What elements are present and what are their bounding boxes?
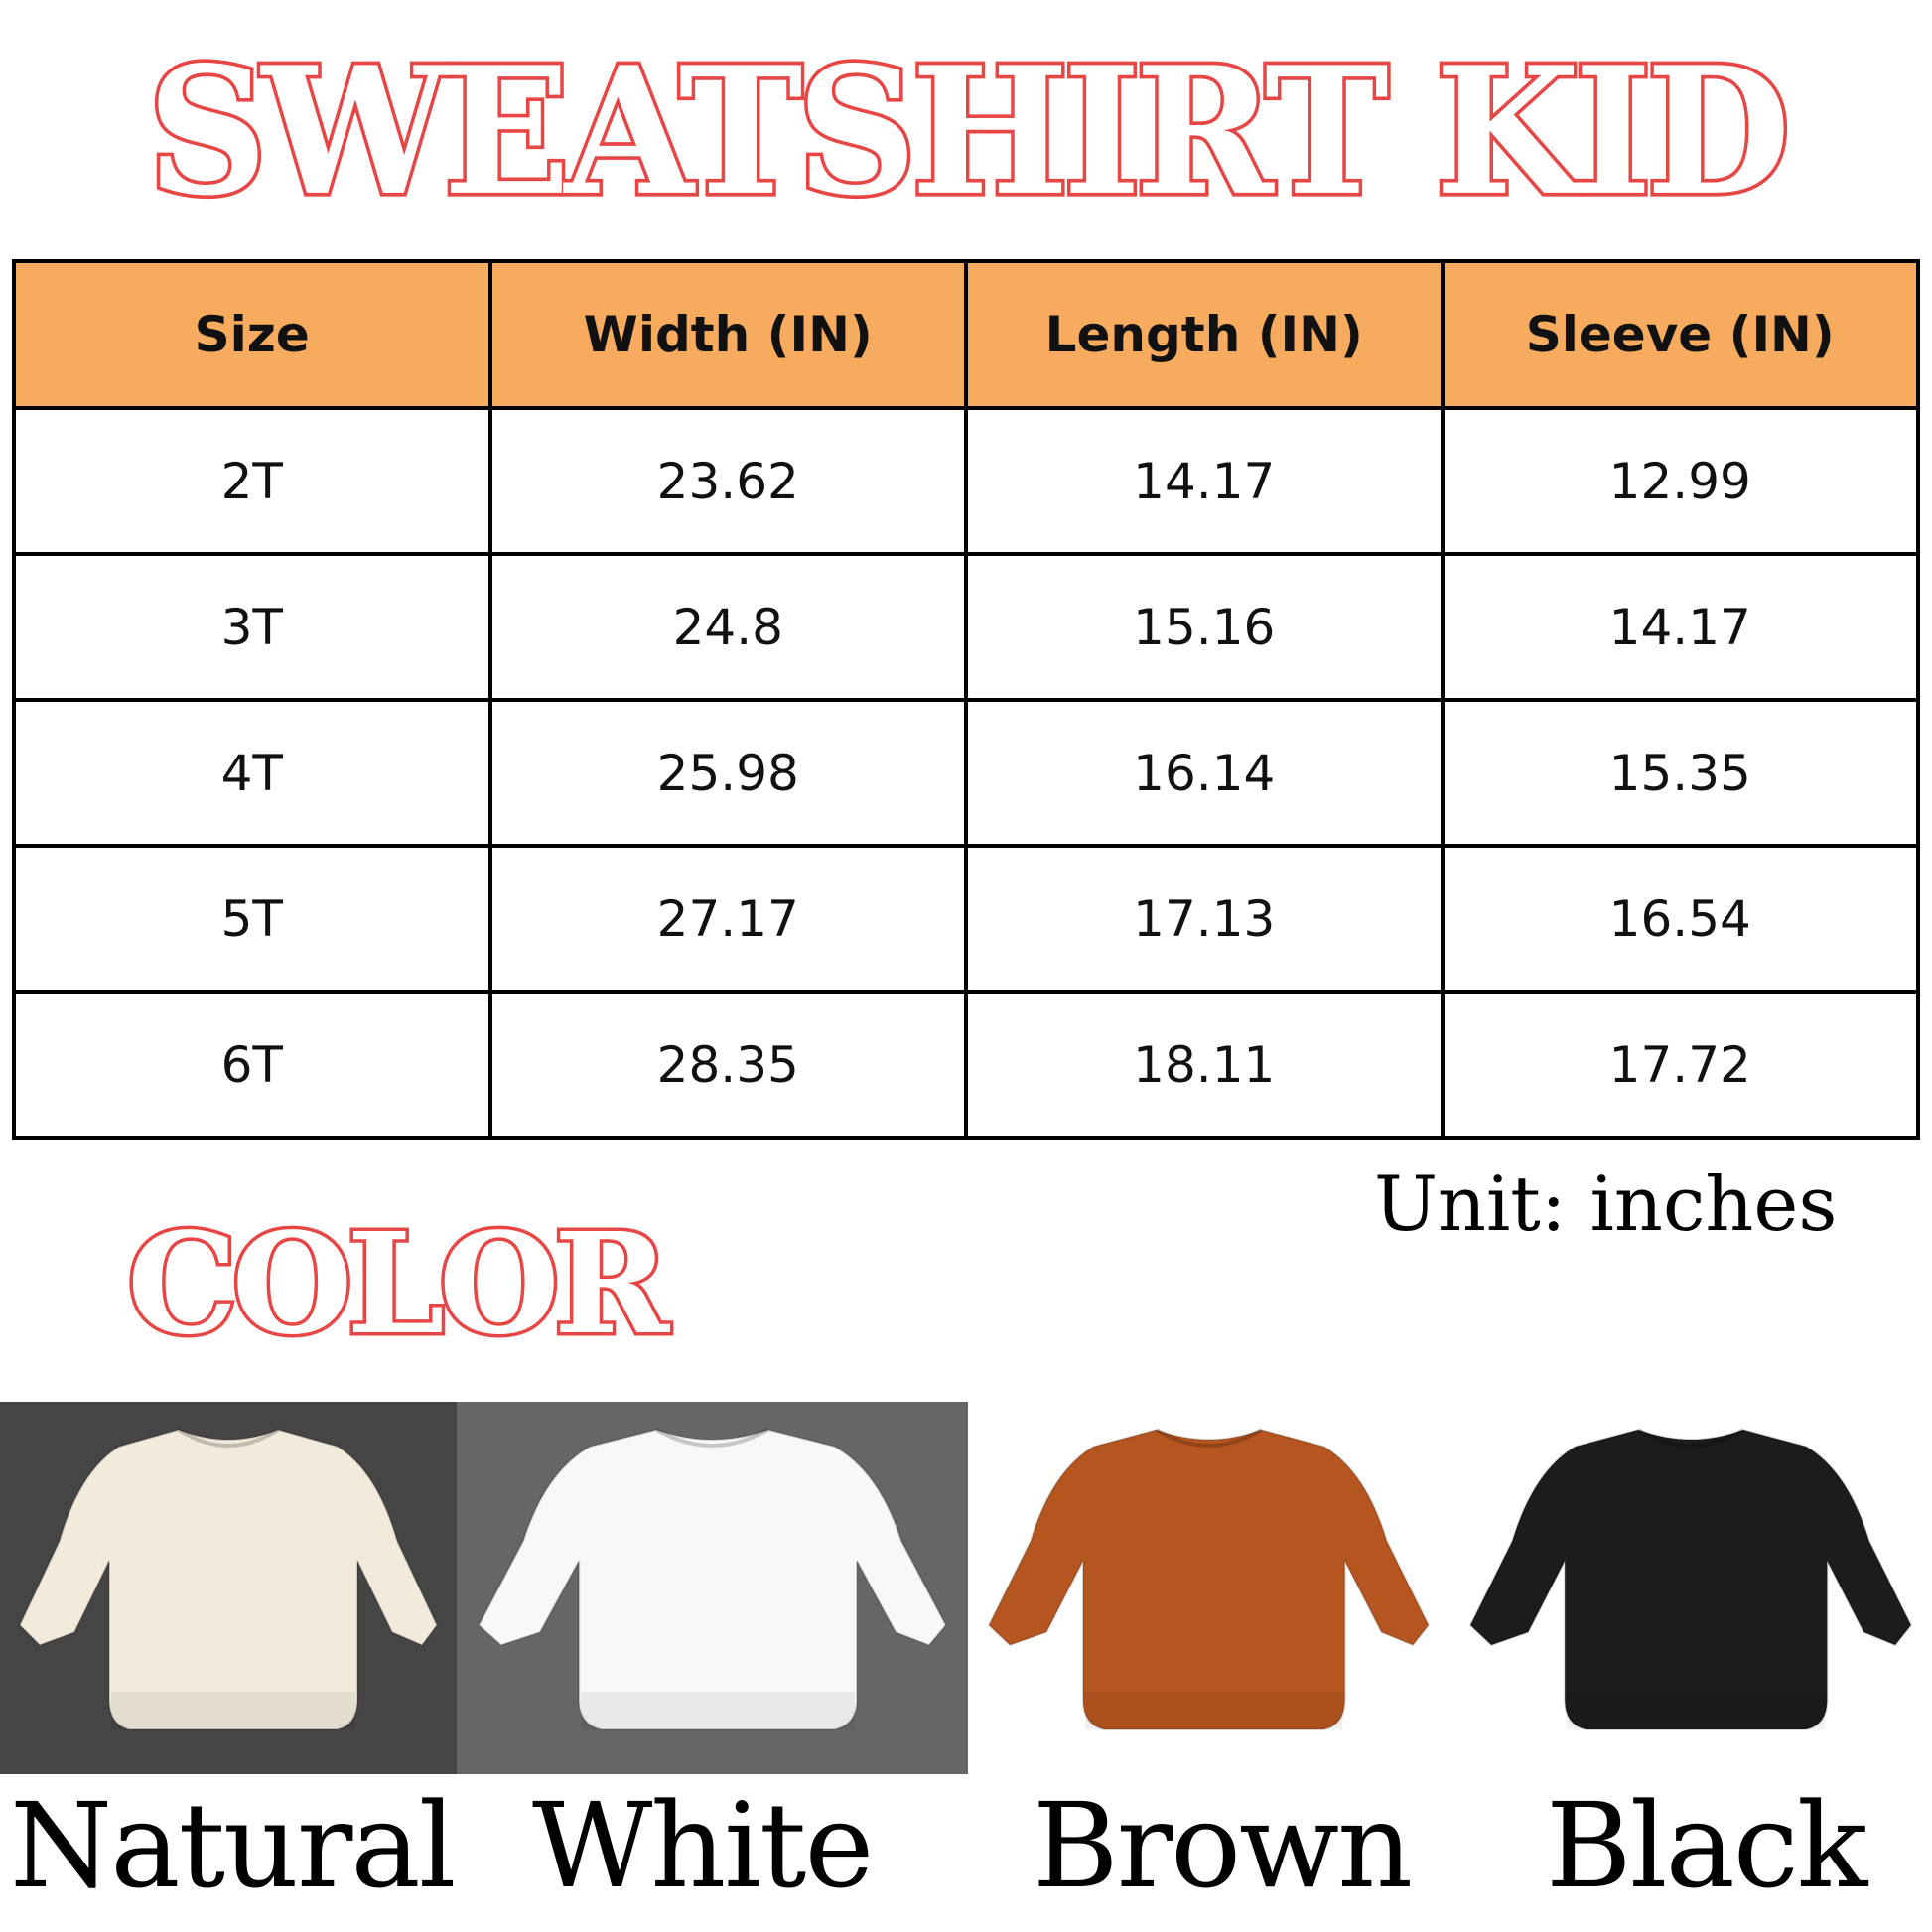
cell-sleeve: 15.35 [1440, 698, 1920, 848]
color-section-title: COLOR [123, 1200, 672, 1370]
cell-length: 18.11 [964, 990, 1445, 1140]
cell-width: 27.17 [487, 844, 968, 994]
table-row: 3T 24.8 15.16 14.17 [12, 552, 1920, 702]
cell-width: 25.98 [487, 698, 968, 848]
sweatshirt-image-natural [0, 1402, 457, 1774]
cell-sleeve: 14.17 [1440, 552, 1920, 702]
cell-size: 5T [12, 844, 492, 994]
header-width: Width (IN) [487, 259, 968, 410]
table-row: 5T 27.17 17.13 16.54 [12, 844, 1920, 994]
cell-length: 16.14 [964, 698, 1445, 848]
cell-sleeve: 16.54 [1440, 844, 1920, 994]
header-size: Size [12, 259, 492, 410]
page-title: SWEATSHIRT KID [144, 28, 1794, 234]
cell-sleeve: 17.72 [1440, 990, 1920, 1140]
color-label-white: White [532, 1777, 874, 1914]
cell-size: 4T [12, 698, 492, 848]
unit-note: Unit: inches [1374, 1160, 1838, 1248]
sweatshirt-image-black [1449, 1402, 1932, 1774]
cell-width: 24.8 [487, 552, 968, 702]
table-row: 6T 28.35 18.11 17.72 [12, 990, 1920, 1140]
sweatshirt-image-white [457, 1402, 968, 1774]
header-sleeve: Sleeve (IN) [1440, 259, 1920, 410]
cell-length: 17.13 [964, 844, 1445, 994]
header-length: Length (IN) [964, 259, 1445, 410]
table-row: 2T 23.62 14.17 12.99 [12, 406, 1920, 556]
cell-size: 3T [12, 552, 492, 702]
cell-size: 2T [12, 406, 492, 556]
color-label-brown: Brown [1033, 1777, 1413, 1914]
table-header-row: Size Width (IN) Length (IN) Sleeve (IN) [12, 259, 1920, 410]
color-label-natural: Natural [10, 1777, 457, 1914]
size-chart-table: Size Width (IN) Length (IN) Sleeve (IN) … [12, 259, 1920, 1140]
cell-size: 6T [12, 990, 492, 1140]
cell-length: 15.16 [964, 552, 1445, 702]
cell-sleeve: 12.99 [1440, 406, 1920, 556]
cell-width: 28.35 [487, 990, 968, 1140]
sweatshirt-image-brown [968, 1402, 1449, 1774]
cell-length: 14.17 [964, 406, 1445, 556]
table-row: 4T 25.98 16.14 15.35 [12, 698, 1920, 848]
cell-width: 23.62 [487, 406, 968, 556]
color-label-black: Black [1546, 1777, 1867, 1914]
